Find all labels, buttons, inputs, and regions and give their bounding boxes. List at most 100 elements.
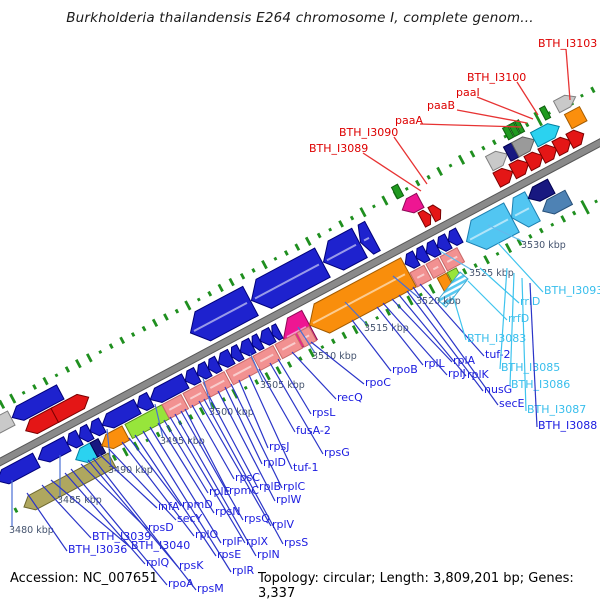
gene-label[interactable]: rpsL xyxy=(312,406,336,419)
gene-label[interactable]: tuf-2 xyxy=(485,348,511,361)
gene-glyph[interactable] xyxy=(565,127,588,150)
gene-glyph[interactable] xyxy=(445,227,464,248)
gene-label[interactable]: rpsM xyxy=(197,582,224,595)
gene-glyph[interactable] xyxy=(0,452,41,488)
gene-label[interactable]: rpsC xyxy=(235,471,260,484)
red-gene-label[interactable]: BTH_I3103 xyxy=(538,37,597,50)
gene-label[interactable]: tuf-1 xyxy=(293,461,319,474)
gene-label[interactable]: rplN xyxy=(257,548,280,561)
gene-label[interactable]: rpsG xyxy=(324,446,350,459)
gene-label[interactable]: rplQ xyxy=(146,556,170,569)
gene-glyph[interactable] xyxy=(257,326,277,349)
gene-glyph[interactable] xyxy=(551,134,574,157)
gene-glyph[interactable] xyxy=(302,257,417,340)
gene-label[interactable]: rplO xyxy=(195,528,219,541)
gene-glyph[interactable] xyxy=(248,333,265,352)
gene-glyph[interactable] xyxy=(20,452,117,514)
gene-glyph[interactable] xyxy=(161,393,190,420)
gene-glyph[interactable] xyxy=(181,366,202,389)
gene-label[interactable]: nusG xyxy=(484,383,512,396)
gene-glyph[interactable] xyxy=(563,105,588,130)
gene-label[interactable]: rplA xyxy=(453,354,476,367)
gene-label[interactable]: secE xyxy=(499,397,525,410)
gene-label[interactable]: rpsK xyxy=(179,559,204,572)
gene-glyph[interactable] xyxy=(539,189,574,218)
gene-glyph[interactable] xyxy=(236,337,257,359)
gene-glyph[interactable] xyxy=(525,178,556,205)
gene-glyph[interactable] xyxy=(538,105,552,121)
gene-glyph[interactable] xyxy=(507,121,521,138)
gene-glyph[interactable] xyxy=(316,227,368,276)
gene-glyph[interactable] xyxy=(492,165,516,188)
gene-glyph[interactable] xyxy=(134,391,155,414)
red-gene-label[interactable]: BTH_I3090 xyxy=(339,126,398,139)
gene-glyph[interactable] xyxy=(244,247,331,315)
red-gene-label[interactable]: BTH_I3089 xyxy=(309,142,368,155)
gene-glyph[interactable] xyxy=(50,390,93,424)
gene-glyph[interactable] xyxy=(439,247,466,272)
gene-label[interactable]: rplF xyxy=(222,535,243,548)
gene-glyph[interactable] xyxy=(193,360,213,382)
gene-glyph[interactable] xyxy=(459,202,520,256)
gene-glyph[interactable] xyxy=(76,423,95,444)
gene-label[interactable]: rpsD xyxy=(148,521,174,534)
gene-glyph[interactable] xyxy=(508,156,533,180)
gene-glyph[interactable] xyxy=(215,348,236,370)
gene-label[interactable]: rpsJ xyxy=(269,440,289,453)
gene-label[interactable]: BTH_I3087 xyxy=(527,403,586,416)
gene-label[interactable]: BTH_I3039 xyxy=(92,530,151,543)
gene-label[interactable]: rpoB xyxy=(392,363,418,376)
gene-label[interactable]: rplB xyxy=(259,480,281,493)
gene-glyph[interactable] xyxy=(529,119,562,148)
gene-label[interactable]: BTH_I3036 xyxy=(68,543,127,556)
gene-glyph[interactable] xyxy=(147,373,190,407)
gene-glyph[interactable] xyxy=(399,192,425,217)
gene-label[interactable]: rplW xyxy=(276,493,302,506)
gene-glyph[interactable] xyxy=(523,149,547,172)
gene-label[interactable]: BTH_I3083 xyxy=(467,332,526,345)
gene-glyph[interactable] xyxy=(0,410,16,446)
gene-glyph[interactable] xyxy=(413,244,431,265)
gene-glyph[interactable] xyxy=(87,417,107,439)
gene-glyph[interactable] xyxy=(427,203,445,223)
gene-glyph[interactable] xyxy=(252,344,282,372)
gene-glyph[interactable] xyxy=(269,323,284,342)
gene-label[interactable]: rplD xyxy=(263,456,286,469)
gene-glyph[interactable] xyxy=(205,355,223,375)
red-gene-label[interactable]: paaA xyxy=(395,114,423,127)
gene-label[interactable]: recQ xyxy=(337,391,363,404)
gene-glyph[interactable] xyxy=(409,264,433,288)
gene-label[interactable]: BTH_I3085 xyxy=(501,361,560,374)
red-gene-label[interactable]: paaI xyxy=(456,86,480,99)
gene-glyph[interactable] xyxy=(227,343,245,364)
gene-label[interactable]: fusA-2 xyxy=(296,424,331,437)
gene-label[interactable]: rpoC xyxy=(365,376,391,389)
red-gene-label[interactable]: paaB xyxy=(427,99,455,112)
gene-glyph[interactable] xyxy=(99,398,142,432)
gene-label[interactable]: rplV xyxy=(272,518,295,531)
gene-label[interactable]: BTH_I3093 xyxy=(544,284,600,297)
gene-label[interactable]: rplR xyxy=(232,564,255,577)
gene-glyph[interactable] xyxy=(401,250,421,271)
gene-glyph[interactable] xyxy=(434,233,453,254)
gene-glyph[interactable] xyxy=(417,208,435,228)
gene-label[interactable]: rplJ xyxy=(448,367,466,380)
gene-glyph[interactable] xyxy=(35,435,72,467)
gene-label[interactable]: rrfD xyxy=(508,312,529,325)
gene-label[interactable]: rpsS xyxy=(284,536,308,549)
gene-label[interactable]: rpmC xyxy=(229,484,259,497)
gene-glyph[interactable] xyxy=(510,133,537,158)
gene-label[interactable]: BTH_I3088 xyxy=(538,419,597,432)
gene-glyph[interactable] xyxy=(537,141,561,164)
rrna-hatch-ribbon[interactable] xyxy=(437,271,469,308)
gene-glyph[interactable] xyxy=(225,356,260,386)
gene-label[interactable]: rpsN xyxy=(215,505,240,518)
gene-glyph[interactable] xyxy=(64,429,84,451)
gene-label[interactable]: rplL xyxy=(424,357,446,370)
gene-label[interactable]: rrlD xyxy=(520,295,540,308)
gene-glyph[interactable] xyxy=(183,285,259,347)
gene-label[interactable]: BTH_I3086 xyxy=(511,378,570,391)
gene-glyph[interactable] xyxy=(425,257,447,279)
gene-glyph[interactable] xyxy=(390,183,405,200)
gene-label[interactable]: rpsE xyxy=(217,548,241,561)
